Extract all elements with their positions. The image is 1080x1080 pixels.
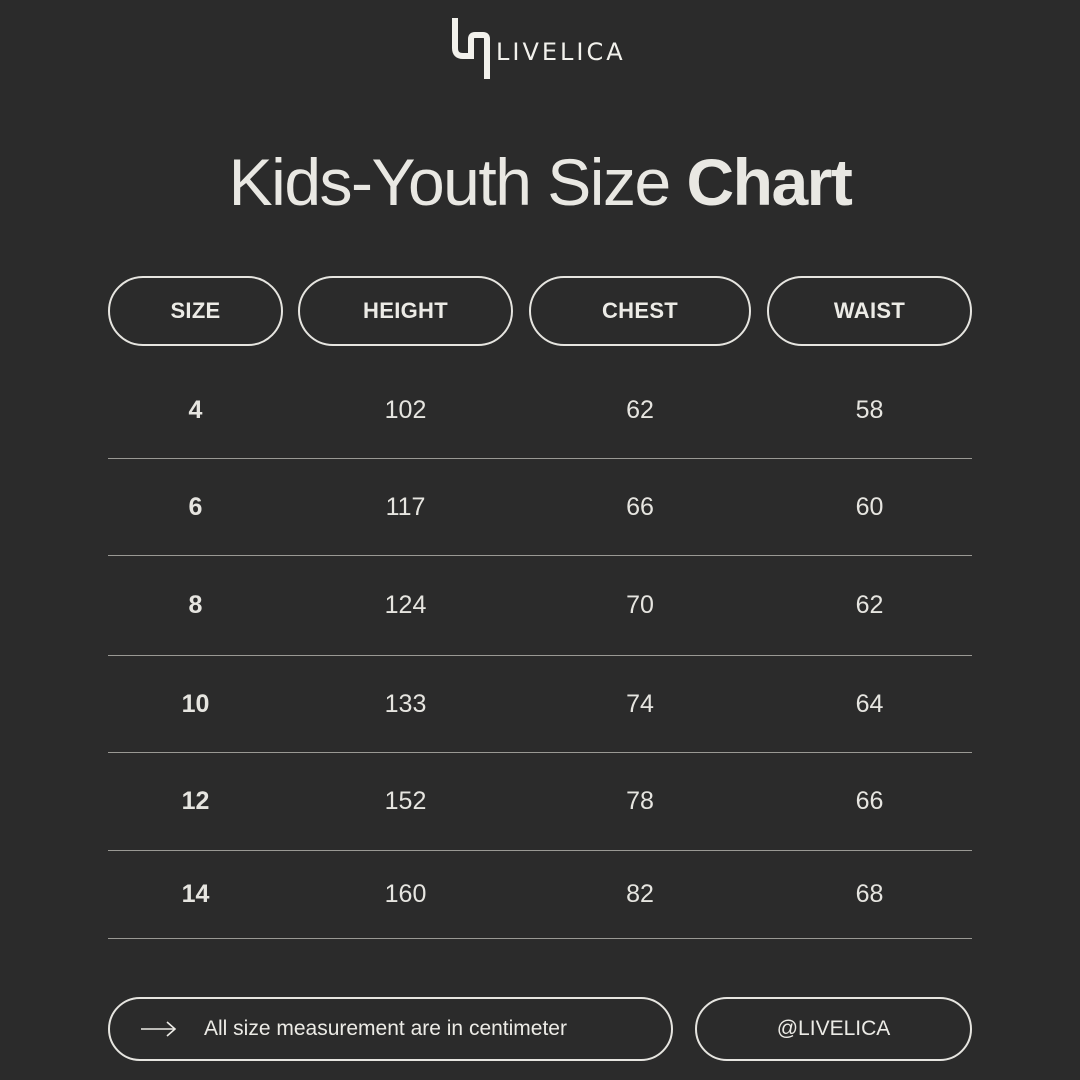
height-cell: 124: [384, 591, 427, 619]
page-title: Kids-Youth Size Chart: [0, 142, 1080, 222]
size-cell: 14: [181, 879, 210, 908]
waist-cell: 58: [855, 395, 884, 424]
table-row: 10 133 74 64: [108, 656, 972, 752]
header-waist: WAIST: [767, 276, 972, 346]
chest-cell: 82: [626, 879, 654, 908]
size-cell: 10: [181, 689, 210, 718]
chest-cell: 70: [626, 591, 654, 619]
brand-name: LIVELICA: [496, 38, 626, 66]
table-row: 14 160 82 68: [108, 851, 972, 937]
row-divider: [108, 458, 972, 459]
brand-logo: LIVELICA: [450, 18, 626, 80]
table-row: 8 124 70 62: [108, 556, 972, 655]
row-divider: [108, 655, 972, 656]
header-size: SIZE: [108, 276, 283, 346]
row-divider: [108, 752, 972, 753]
height-cell: 160: [384, 879, 427, 908]
header-chest: CHEST: [529, 276, 751, 346]
table-row: 12 152 78 66: [108, 753, 972, 850]
waist-cell: 66: [855, 787, 884, 815]
size-cell: 8: [188, 591, 203, 619]
social-handle: @LIVELICA: [695, 997, 972, 1061]
size-cell: 12: [181, 787, 210, 815]
livelica-logo-mark-icon: [452, 18, 490, 79]
waist-cell: 68: [855, 879, 884, 908]
waist-cell: 62: [855, 591, 884, 619]
row-divider: [108, 938, 972, 939]
row-divider: [108, 555, 972, 556]
size-cell: 6: [188, 492, 203, 521]
chest-cell: 74: [626, 689, 654, 718]
waist-cell: 60: [855, 492, 884, 521]
row-divider: [108, 850, 972, 851]
size-cell: 4: [188, 395, 203, 424]
chest-cell: 62: [626, 395, 654, 424]
table-row: 6 117 66 60: [108, 459, 972, 555]
measurement-note-text: All size measurement are in centimeter: [204, 1017, 567, 1040]
title-bold-part: Chart: [686, 145, 853, 219]
table-row: 4 102 62 58: [108, 362, 972, 458]
chest-cell: 66: [626, 492, 654, 521]
height-cell: 117: [385, 492, 426, 521]
height-cell: 133: [384, 689, 427, 718]
chest-cell: 78: [626, 787, 654, 815]
measurement-note: All size measurement are in centimeter: [108, 997, 673, 1061]
title-light-part: Kids-Youth Size: [228, 145, 687, 219]
height-cell: 152: [384, 787, 427, 815]
waist-cell: 64: [855, 689, 884, 718]
arrow-right-icon: [141, 1021, 177, 1037]
height-cell: 102: [384, 395, 427, 424]
header-height: HEIGHT: [298, 276, 513, 346]
